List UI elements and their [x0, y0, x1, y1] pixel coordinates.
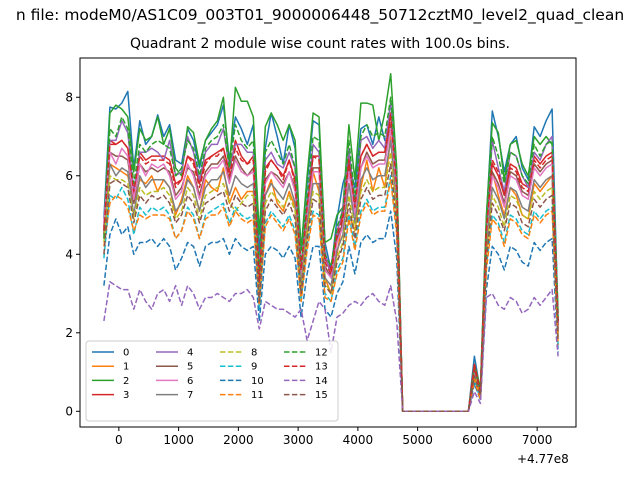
legend-label-8: 8	[251, 348, 257, 359]
legend-label-14: 14	[315, 376, 328, 387]
x-tick-label: 0	[115, 433, 123, 447]
legend-label-4: 4	[187, 348, 193, 359]
legend-label-7: 7	[187, 390, 193, 401]
chart-title: Quadrant 2 module wise count rates with …	[130, 36, 510, 52]
legend-label-6: 6	[187, 376, 193, 387]
legend-label-9: 9	[251, 362, 257, 373]
legend-label-1: 1	[123, 362, 129, 373]
legend-label-0: 0	[123, 348, 129, 359]
x-tick-label: 7000	[522, 433, 553, 447]
x-axis: 0 1000 2000 3000 4000 5000 6000 7000	[115, 427, 552, 447]
series-line-14	[103, 281, 559, 413]
plot-frame	[79, 57, 577, 428]
series-line-10	[103, 210, 559, 413]
y-tick-label: 2	[65, 326, 73, 340]
x-tick-label: 2000	[223, 433, 254, 447]
legend-label-5: 5	[187, 362, 193, 373]
x-tick-label: 3000	[283, 433, 314, 447]
legend-box	[85, 340, 339, 422]
legend-label-13: 13	[315, 362, 328, 373]
figure-suptitle: n file: modeM0/AS1C09_003T01_9000006448_…	[15, 6, 625, 24]
x-tick-label: 5000	[402, 433, 433, 447]
x-tick-label: 6000	[462, 433, 493, 447]
y-tick-label: 0	[65, 404, 73, 418]
series-line-15	[103, 163, 559, 413]
legend-label-3: 3	[123, 390, 129, 401]
series-line-13	[103, 116, 559, 413]
legend-label-12: 12	[315, 348, 328, 359]
legend-label-2: 2	[123, 376, 129, 387]
x-tick-label: 1000	[163, 433, 194, 447]
series-layer	[103, 72, 559, 413]
x-tick-label: 4000	[343, 433, 374, 447]
legend-label-15: 15	[315, 390, 328, 401]
y-tick-label: 4	[65, 247, 73, 261]
x-axis-offset-text: +4.77e8	[517, 452, 569, 466]
series-line-11	[103, 178, 559, 413]
series-line-2	[103, 72, 559, 413]
y-tick-label: 8	[65, 90, 73, 104]
legend-label-11: 11	[251, 390, 264, 401]
y-tick-label: 6	[65, 169, 73, 183]
series-line-6	[103, 127, 559, 413]
legend-label-10: 10	[251, 376, 264, 387]
y-axis: 0 2 4 6 8	[65, 90, 80, 418]
